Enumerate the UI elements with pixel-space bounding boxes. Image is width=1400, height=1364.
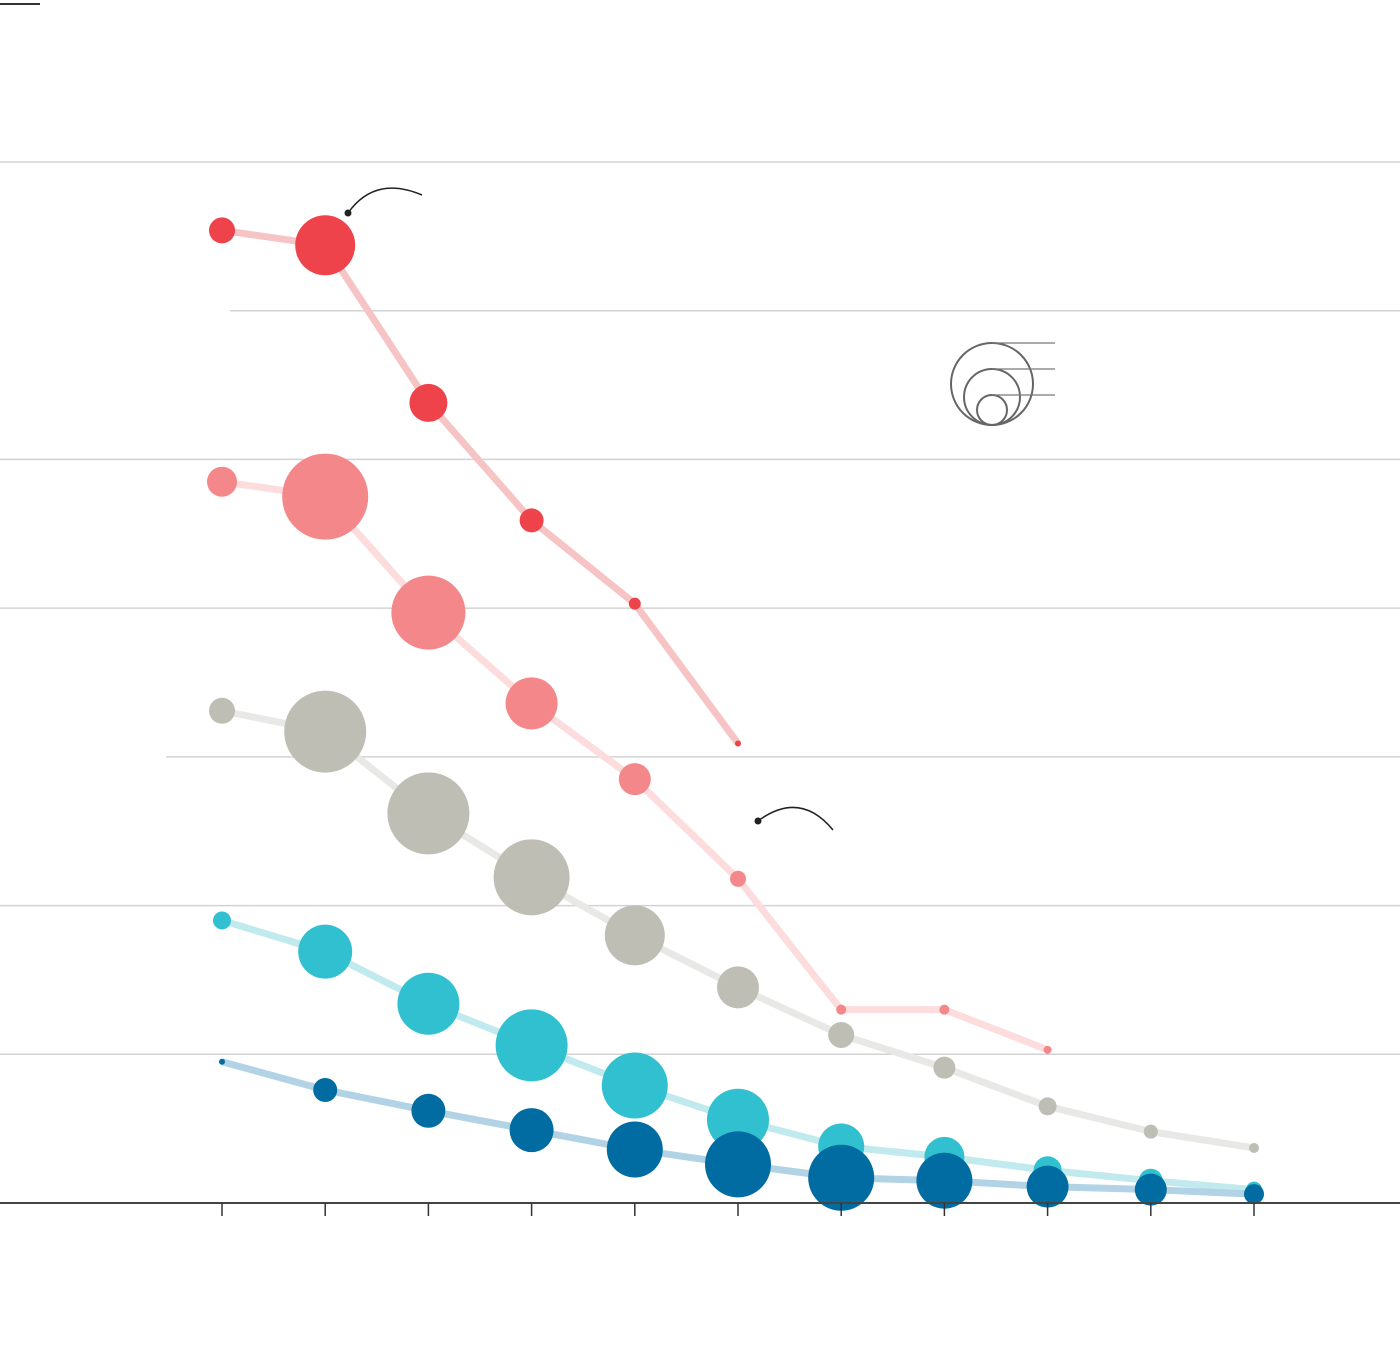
series-pink-point <box>207 466 237 497</box>
series-gray-point <box>1038 1097 1057 1116</box>
series-blue-point <box>606 1121 663 1178</box>
series-teal-point <box>397 972 460 1035</box>
series-pink-point <box>505 677 558 730</box>
series-blue-point <box>808 1144 875 1211</box>
series-gray-point <box>387 772 470 855</box>
series-pink-point <box>730 870 746 887</box>
series-blue-point <box>219 1058 225 1065</box>
series-gray-point <box>1249 1142 1259 1153</box>
series-blue-point <box>509 1108 554 1153</box>
series-pink-point <box>1043 1045 1052 1054</box>
series-gray-point <box>209 697 235 724</box>
series-pink-point <box>391 575 466 650</box>
series-blue-point <box>705 1131 771 1198</box>
annotation-pointer <box>347 187 423 214</box>
series-red-point <box>209 217 235 244</box>
series-gray-point <box>828 1021 855 1048</box>
annotation-pointer <box>757 806 834 831</box>
series-blue-point <box>916 1152 973 1209</box>
series-blue-point <box>1026 1165 1069 1208</box>
series-pink-point <box>618 763 651 796</box>
size-legend-circle <box>976 394 1008 426</box>
series-teal-point <box>495 1009 568 1082</box>
series-gray-point <box>933 1056 956 1079</box>
series-gray-point <box>717 966 759 1009</box>
series-red-point <box>519 508 544 533</box>
series-pink-point <box>836 1004 847 1015</box>
series-gray-point <box>604 905 665 966</box>
series-teal-point <box>213 911 231 930</box>
series-gray-point <box>1143 1124 1158 1139</box>
size-legend-circle <box>950 342 1034 426</box>
annotation-pointer-dot <box>754 817 762 825</box>
annotation-pointer-dot <box>344 209 352 217</box>
series-red-point <box>409 383 448 422</box>
series-blue-point <box>411 1093 446 1128</box>
series-blue-point <box>313 1077 338 1102</box>
series-blue-point <box>1134 1173 1167 1206</box>
series-gray-point <box>284 690 367 773</box>
series-red-point <box>628 597 641 610</box>
series-pink-point <box>939 1004 950 1015</box>
series-blue-point <box>1244 1184 1264 1205</box>
series-teal-point <box>298 924 353 979</box>
series-gray-line <box>221 707 1255 1152</box>
series-red-point <box>735 740 741 747</box>
series-pink-point <box>282 453 369 540</box>
series-teal-point <box>601 1052 668 1119</box>
series-gray-point <box>493 839 570 916</box>
size-legend-circle <box>963 368 1021 426</box>
size-legend <box>950 342 1055 426</box>
series-red-point <box>295 215 356 276</box>
